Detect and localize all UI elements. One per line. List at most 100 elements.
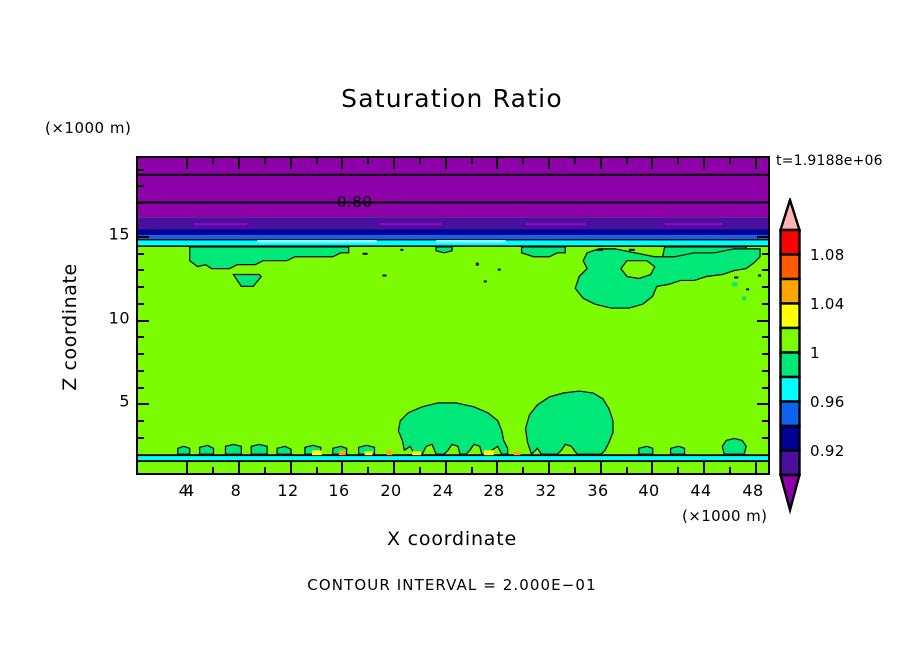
y-tick-right (762, 269, 768, 271)
page-title: Saturation Ratio (341, 84, 563, 113)
y-tick (138, 236, 149, 238)
x-tick (600, 462, 602, 473)
x-tick-top (341, 158, 343, 169)
y-tick (138, 353, 144, 355)
x-tick (264, 467, 266, 473)
x-tick (522, 467, 524, 473)
y-tick-right (762, 420, 768, 422)
x-tick (548, 462, 550, 473)
x-tick-label: 32 (535, 481, 557, 500)
x-tick-top (238, 158, 240, 169)
x-tick (703, 462, 705, 473)
x-tick (238, 462, 240, 473)
x-tick (496, 462, 498, 473)
y-tick (138, 403, 149, 405)
colorbar-tick-label: 1 (810, 344, 820, 362)
x-tick-top (290, 158, 292, 169)
colorbar[interactable]: 1.08 1.04 1 0.96 0.92 (778, 198, 898, 518)
y-axis-title: Z coordinate (59, 263, 81, 391)
x-tick (393, 462, 395, 473)
x-tick-label: 8 (230, 481, 242, 500)
x-tick-top (264, 158, 266, 164)
x-tick-top (419, 158, 421, 164)
x-tick (574, 467, 576, 473)
x-tick (341, 462, 343, 473)
contour-line-label: 0.80 (337, 193, 373, 211)
x-tick-label: 48 (742, 481, 764, 500)
x-tick-label: 12 (277, 481, 299, 500)
x-tick (212, 467, 214, 473)
x-tick-top (522, 158, 524, 164)
y-tick-right (757, 236, 768, 238)
colorbar-tick-label: 0.92 (810, 442, 845, 460)
y-tick-right (762, 437, 768, 439)
y-tick (138, 336, 144, 338)
contour-interval-caption: CONTOUR INTERVAL = 2.000E−01 (307, 576, 597, 594)
x-tick-top (651, 158, 653, 169)
y-axis-units-label: (×1000 m) (45, 119, 132, 137)
x-tick-top (677, 158, 679, 164)
y-tick (138, 303, 144, 305)
x-tick-label: 40 (638, 481, 660, 500)
y-tick-right (757, 403, 768, 405)
x-tick-label: 28 (483, 481, 505, 500)
x-tick-top (186, 158, 188, 169)
y-tick-label: 10 (108, 308, 130, 328)
y-tick-right (762, 370, 768, 372)
x-tick-label: 20 (380, 481, 402, 500)
x-tick (290, 462, 292, 473)
x-tick (445, 462, 447, 473)
x-tick (755, 462, 757, 473)
x-tick-label: 4 (178, 481, 190, 500)
y-tick (138, 370, 144, 372)
colorbar-tick-label: 1.04 (810, 295, 845, 313)
x-tick-label: 4 (184, 481, 195, 500)
x-tick (419, 467, 421, 473)
time-annotation: t=1.9188e+06 (776, 153, 883, 169)
x-tick (677, 467, 679, 473)
y-tick (138, 185, 144, 187)
x-tick-top (703, 158, 705, 169)
x-tick (367, 467, 369, 473)
x-tick-top (574, 158, 576, 164)
x-tick-top (729, 158, 731, 164)
y-tick (138, 286, 144, 288)
x-tick-label: 16 (328, 481, 350, 500)
x-tick (651, 462, 653, 473)
x-tick-label: 44 (690, 481, 712, 500)
x-tick-top (316, 158, 318, 164)
y-tick-label: 5 (119, 391, 130, 411)
contour-field (138, 158, 768, 473)
colorbar-tick-label: 0.96 (810, 393, 845, 411)
x-tick-top (367, 158, 369, 164)
x-tick-top (393, 158, 395, 169)
x-tick-top (496, 158, 498, 169)
x-tick-top (445, 158, 447, 169)
y-tick (138, 253, 144, 255)
x-tick-top (600, 158, 602, 169)
y-tick (138, 169, 144, 171)
x-tick (471, 467, 473, 473)
y-tick (138, 202, 144, 204)
x-tick-top (548, 158, 550, 169)
x-tick-label: 36 (587, 481, 609, 500)
y-tick-right (762, 253, 768, 255)
contour-plot-area[interactable] (136, 156, 770, 475)
x-tick (626, 467, 628, 473)
y-tick (138, 320, 149, 322)
colorbar-tick-label: 1.08 (810, 246, 845, 264)
y-tick-label: 15 (108, 224, 130, 244)
y-tick (138, 269, 144, 271)
x-tick-top (471, 158, 473, 164)
x-axis-units-label: (×1000 m) (682, 507, 768, 525)
x-tick-label: 24 (432, 481, 454, 500)
y-tick-right (757, 320, 768, 322)
x-tick (186, 462, 188, 473)
x-tick-top (212, 158, 214, 164)
x-axis-title: X coordinate (387, 528, 517, 550)
y-tick (138, 420, 144, 422)
x-tick-top (626, 158, 628, 164)
y-tick-right (762, 353, 768, 355)
y-tick-right (762, 286, 768, 288)
y-tick-right (762, 303, 768, 305)
